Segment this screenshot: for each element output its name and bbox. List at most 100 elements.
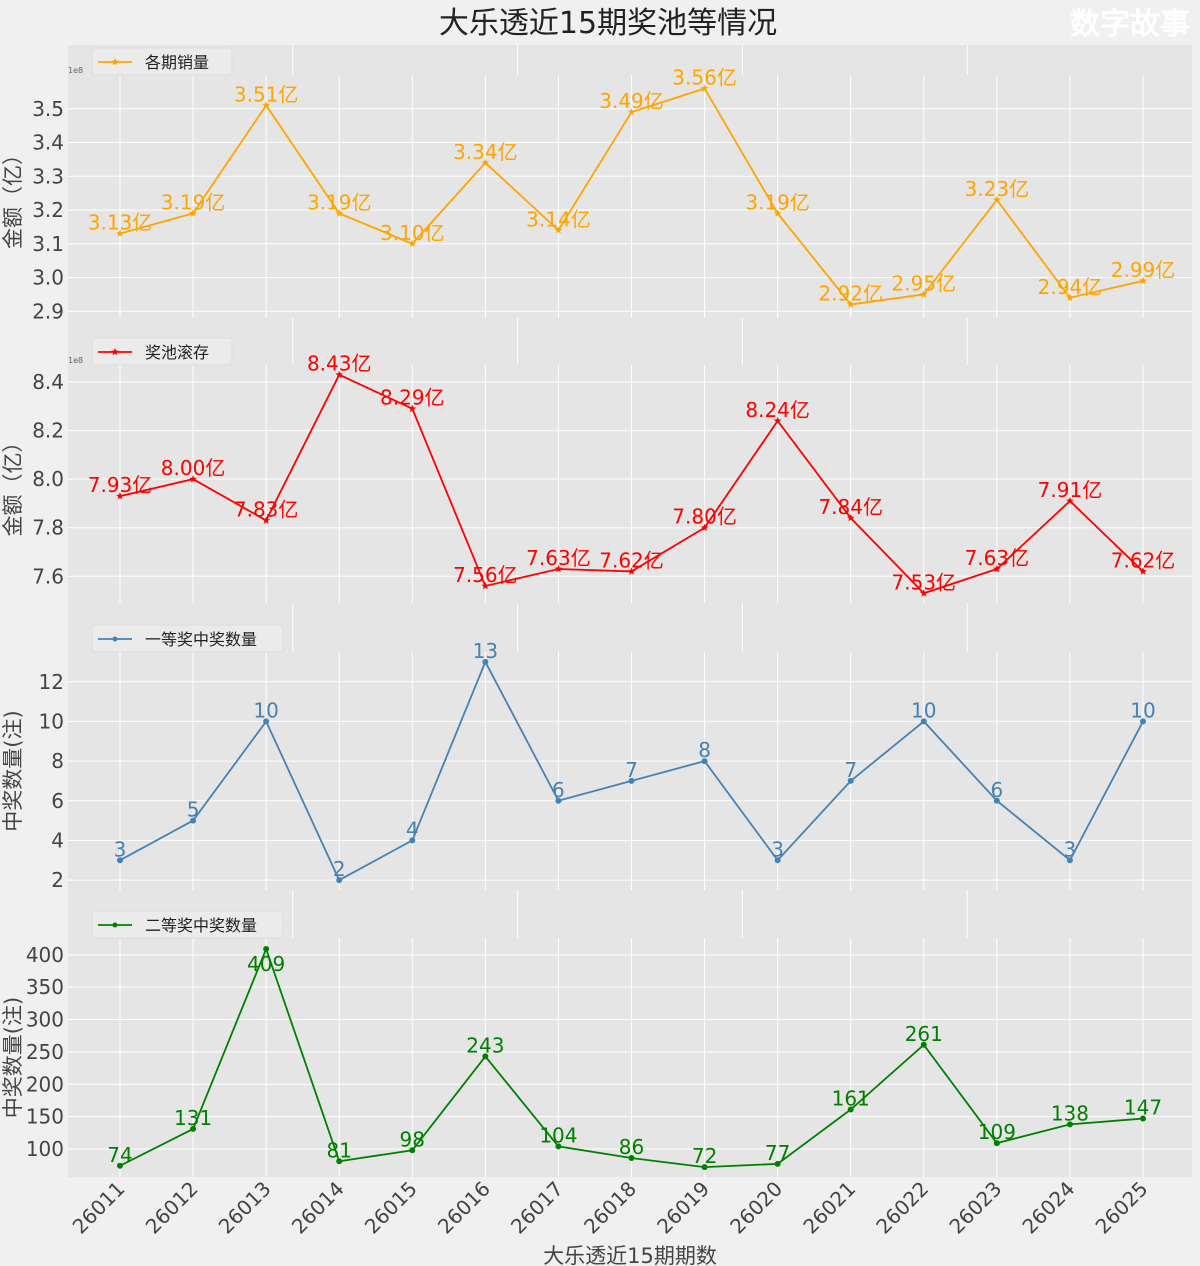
data-point <box>627 108 636 116</box>
data-point <box>628 777 635 784</box>
data-label: 3.56亿 <box>672 66 737 90</box>
y-tick-label: 3.4 <box>32 131 64 155</box>
panels: 2.9 3.0 3.1 3.2 3.3 3.4 3.5 1e8 金额（亿） 3.13亿 3.19亿 3… <box>1 47 1192 1177</box>
data-label: 3.19亿 <box>745 190 810 214</box>
data-label: 6 <box>990 778 1003 802</box>
data-point <box>1139 567 1147 575</box>
legend: 一等奖中奖数量 <box>91 624 284 653</box>
data-label: 8 <box>698 738 711 762</box>
data-label: 261 <box>905 1022 943 1046</box>
y-tick-label: 400 <box>26 943 64 967</box>
data-point <box>116 229 124 237</box>
data-point <box>700 523 709 531</box>
y-tick-label: 150 <box>26 1105 64 1129</box>
data-point <box>116 492 124 500</box>
data-point <box>993 195 1001 204</box>
data-label: 8.24亿 <box>745 398 810 422</box>
y-tick-label: 300 <box>26 1008 64 1032</box>
x-tick-label: 26011 <box>68 1177 130 1239</box>
data-point <box>1066 293 1074 301</box>
legend-box <box>91 624 284 653</box>
data-point <box>993 797 1000 804</box>
data-label: 2 <box>333 857 346 881</box>
legend-label: 奖池滚存 <box>145 343 209 362</box>
data-point <box>481 158 490 166</box>
data-point <box>628 1155 635 1162</box>
data-point <box>847 1106 854 1113</box>
x-axis-label: 大乐透近15期期数 <box>543 1244 717 1266</box>
x-tick-label: 26021 <box>798 1177 860 1239</box>
data-label: 7.83亿 <box>234 497 299 521</box>
data-point <box>335 209 343 217</box>
y-tick-label: 10 <box>39 709 64 733</box>
data-label: 3.14亿 <box>526 207 591 231</box>
x-tick-label: 26015 <box>360 1177 422 1239</box>
y-tick-label: 8 <box>51 749 64 773</box>
x-tick-label: 26017 <box>506 1177 568 1239</box>
y-tick-label: 3.0 <box>32 266 64 290</box>
data-point <box>847 777 854 784</box>
data-point <box>262 101 270 109</box>
chart-title: 大乐透近15期奖池等情况 <box>439 6 777 41</box>
data-label: 7 <box>844 758 857 782</box>
data-point <box>117 1162 123 1169</box>
data-point <box>262 516 270 524</box>
data-point <box>189 209 197 217</box>
y-tick-label: 7.8 <box>32 516 64 540</box>
data-point <box>190 1125 197 1132</box>
data-point <box>189 475 197 483</box>
data-label: 5 <box>187 798 200 822</box>
y-tick-label: 3.5 <box>32 97 64 121</box>
data-label: 7.53亿 <box>892 570 957 594</box>
data-point <box>555 797 562 804</box>
data-label: 7.56亿 <box>453 563 518 587</box>
legend-marker <box>111 348 119 356</box>
legend-marker <box>111 58 119 66</box>
legend-label: 各期销量 <box>145 53 209 72</box>
data-point <box>1066 497 1074 505</box>
data-label: 161 <box>832 1087 870 1111</box>
data-label: 7.62亿 <box>1111 548 1176 572</box>
data-label: 3.10亿 <box>380 221 445 245</box>
data-point <box>701 758 708 765</box>
data-point <box>993 565 1001 573</box>
data-point <box>846 514 855 522</box>
data-point <box>774 857 781 864</box>
data-point <box>335 370 343 378</box>
data-point <box>554 226 563 234</box>
data-label: 13 <box>473 639 498 663</box>
legend: 二等奖中奖数量 <box>91 910 284 939</box>
data-label: 3.19亿 <box>307 190 372 214</box>
data-point <box>920 718 927 725</box>
legend-marker <box>112 922 118 928</box>
data-label: 81 <box>326 1138 351 1162</box>
data-point <box>701 1164 708 1171</box>
y-tick-label: 8.4 <box>32 370 64 394</box>
data-label: 8.43亿 <box>307 352 372 376</box>
data-label: 7.63亿 <box>526 546 591 570</box>
legend-box <box>91 337 233 366</box>
data-point <box>263 946 270 953</box>
legend-box <box>91 910 284 939</box>
data-label: 86 <box>619 1135 644 1159</box>
data-label: 2.95亿 <box>892 271 957 295</box>
data-point <box>263 718 270 725</box>
legend-label: 二等奖中奖数量 <box>145 916 257 935</box>
y-tick-label: 7.6 <box>32 564 64 588</box>
data-label: 10 <box>911 698 936 722</box>
data-point <box>627 567 636 575</box>
data-point <box>1140 1115 1146 1122</box>
y-axis-label: 中奖数量(注) <box>1 710 25 831</box>
data-label: 3.49亿 <box>599 89 664 113</box>
data-point <box>920 589 928 597</box>
panel-3: 2 4 6 8 10 12 中奖数量(注) 3 5 10 2 4 13 6 7 8 3 7 10 6 3 10 一等奖中奖数… <box>1 624 1192 892</box>
y-tick-label: 6 <box>51 789 64 813</box>
y-axis-label: 中奖数量(注) <box>1 997 25 1118</box>
data-label: 3 <box>1064 837 1077 861</box>
data-point <box>773 209 782 217</box>
y-tick-label: 350 <box>26 975 64 999</box>
legend: 各期销量 <box>91 47 233 76</box>
data-label: 7.63亿 <box>965 546 1030 570</box>
data-label: 131 <box>174 1106 212 1130</box>
